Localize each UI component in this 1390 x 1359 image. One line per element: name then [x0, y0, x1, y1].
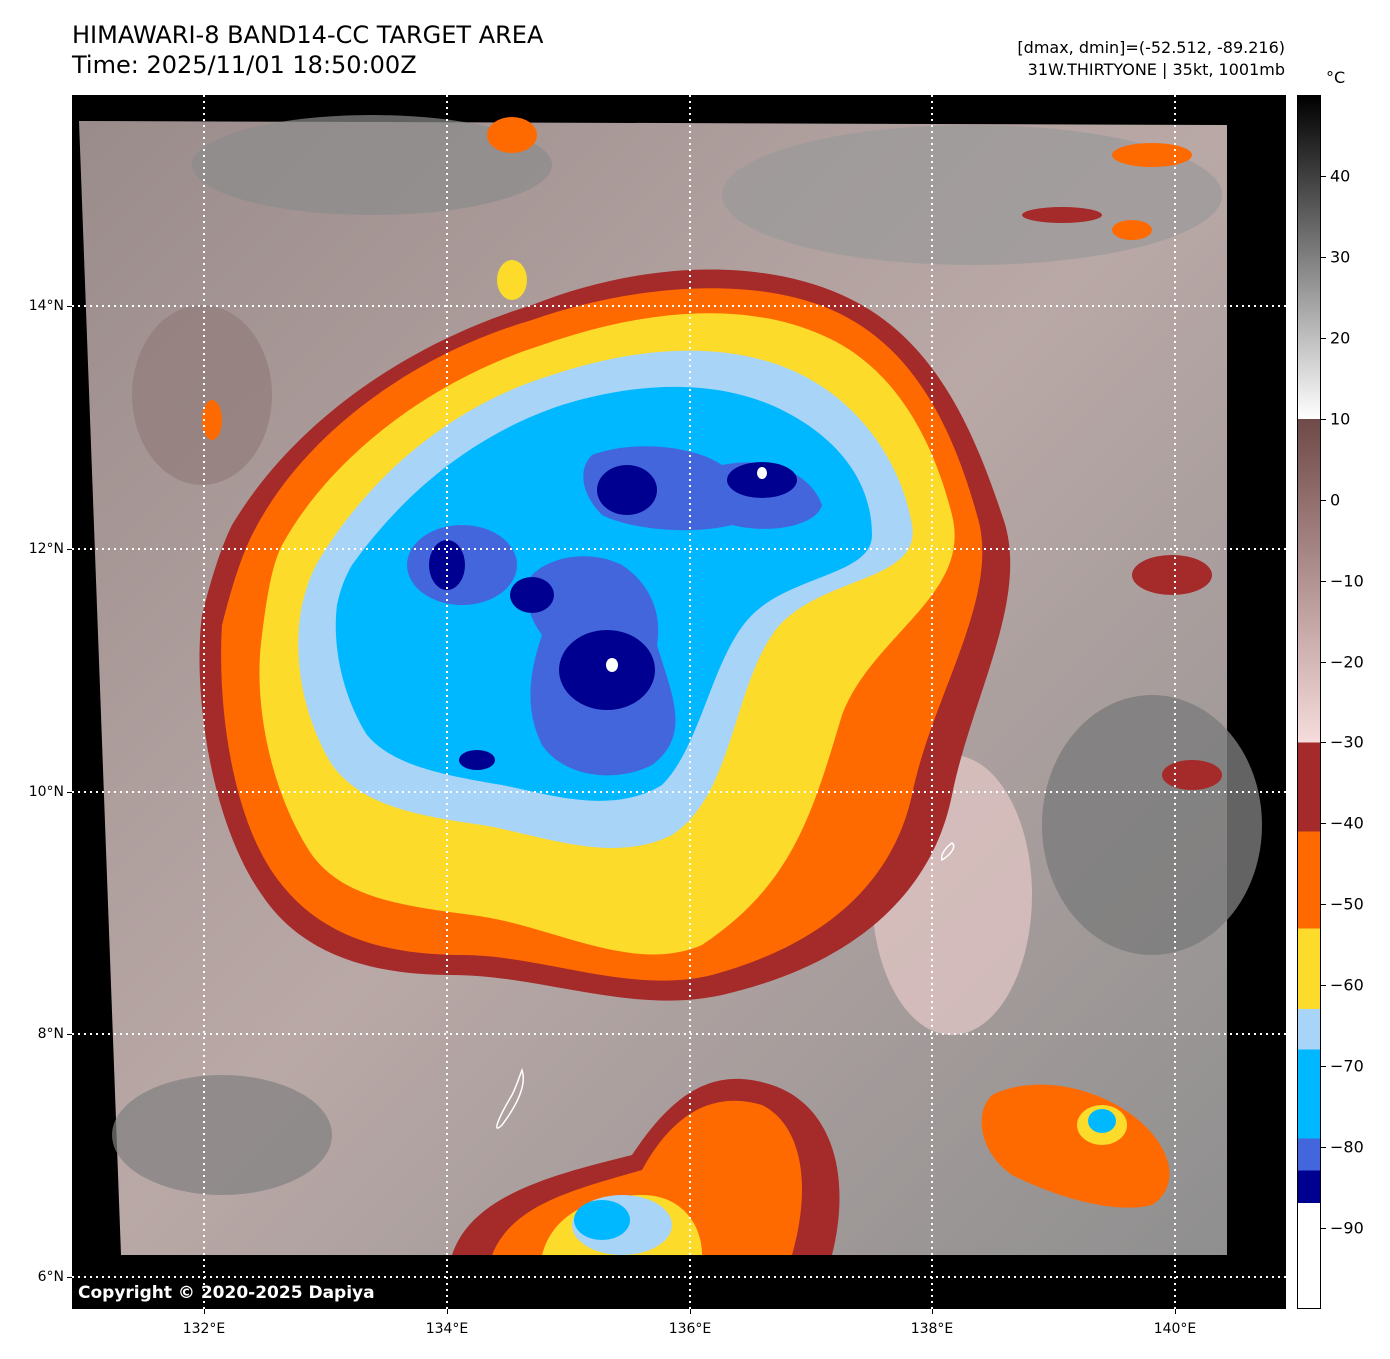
colorbar-tick [1321, 1147, 1326, 1149]
colorbar-unit: °C [1326, 68, 1346, 87]
lon-tick [932, 1309, 933, 1314]
lon-label-138e: 138°E [910, 1321, 954, 1337]
colorbar-tick [1321, 1228, 1326, 1230]
lat-label-14n: 14°N [28, 298, 64, 314]
colorbar-label: 0 [1330, 490, 1341, 510]
colorbar-tick [1321, 904, 1326, 906]
colorbar-tick [1321, 1066, 1326, 1068]
colorbar-tick [1321, 661, 1326, 663]
colorbar-tick [1321, 823, 1326, 825]
gridlines [72, 95, 1286, 1309]
lon-tick [690, 1309, 691, 1314]
lat-label-6n: 6°N [37, 1269, 64, 1285]
colorbar-label: −30 [1330, 732, 1364, 752]
title-line-1: HIMAWARI-8 BAND14-CC TARGET AREA [72, 21, 544, 49]
colorbar-label: −10 [1330, 571, 1364, 591]
lon-label-132e: 132°E [182, 1321, 226, 1337]
colorbar-tick [1321, 742, 1326, 744]
colorbar-label: 30 [1330, 247, 1351, 267]
colorbar-label: −80 [1330, 1137, 1364, 1157]
colorbar-tick [1321, 580, 1326, 582]
island-outline [496, 1067, 524, 1129]
data-range-info: [dmax, dmin]=(-52.512, -89.216) [1017, 38, 1285, 57]
colorbar-label: 10 [1330, 409, 1351, 429]
satellite-map[interactable]: Copyright © 2020-2025 Dapiya [72, 95, 1286, 1309]
colorbar-label: 20 [1330, 328, 1351, 348]
colorbar-tick [1321, 337, 1326, 339]
colorbar-label: −50 [1330, 894, 1364, 914]
lon-tick [204, 1309, 205, 1314]
colorbar-tick [1321, 985, 1326, 987]
lat-label-10n: 10°N [28, 784, 64, 800]
lon-label-134e: 134°E [425, 1321, 469, 1337]
lon-tick [447, 1309, 448, 1314]
copyright-text: Copyright © 2020-2025 Dapiya [78, 1283, 375, 1303]
colorbar-label: −70 [1330, 1056, 1364, 1076]
colorbar-tick [1321, 256, 1326, 258]
lat-tick [67, 1034, 72, 1035]
storm-info: 31W.THIRTYONE | 35kt, 1001mb [1027, 60, 1285, 79]
lon-tick [1175, 1309, 1176, 1314]
lat-tick [67, 306, 72, 307]
satellite-image [72, 95, 1286, 1309]
lat-label-8n: 8°N [37, 1026, 64, 1042]
colorbar-label: −40 [1330, 813, 1364, 833]
lat-label-12n: 12°N [28, 541, 64, 557]
colorbar-label: −90 [1330, 1218, 1364, 1238]
storm-core [559, 630, 655, 710]
colorbar-tick [1321, 418, 1326, 420]
colorbar-tick [1321, 175, 1326, 177]
colorbar [1297, 95, 1321, 1309]
colorbar-tick [1321, 499, 1326, 501]
lat-tick [67, 549, 72, 550]
lon-label-140e: 140°E [1153, 1321, 1197, 1337]
lat-tick [67, 792, 72, 793]
colorbar-label: −20 [1330, 652, 1364, 672]
colorbar-label: 40 [1330, 166, 1351, 186]
lat-tick [67, 1277, 72, 1278]
colorbar-label: −60 [1330, 975, 1364, 995]
title-line-2: Time: 2025/11/01 18:50:00Z [72, 51, 417, 79]
lon-label-136e: 136°E [668, 1321, 712, 1337]
